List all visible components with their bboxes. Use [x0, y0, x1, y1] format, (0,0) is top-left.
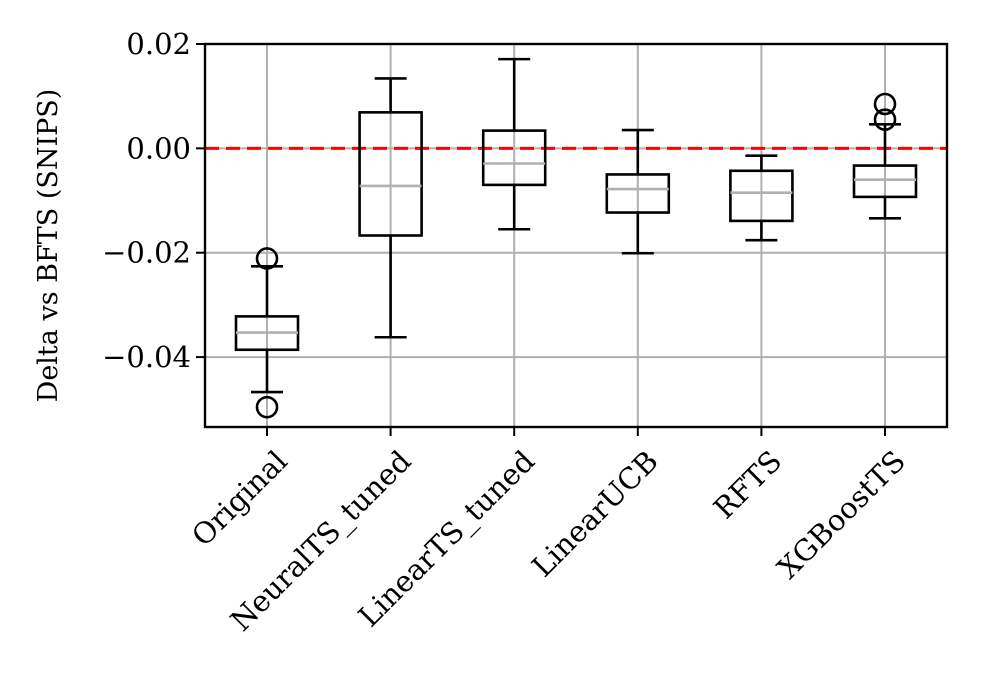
box-iqr — [852, 164, 918, 199]
y-axis-label: Delta vs BFTS (SNIPS) — [33, 89, 64, 403]
plot-frame — [203, 42, 949, 429]
x-axis-ticks: OriginalNeuralTS_tunedLinearTS_tunedLine… — [185, 427, 912, 638]
box-RFTS — [729, 154, 794, 242]
boxes — [234, 57, 918, 419]
outlier-point — [873, 108, 897, 131]
box-LinearUCB — [605, 128, 671, 255]
box-LinearTS_tuned — [481, 57, 547, 231]
x-tick-label: LinearUCB — [525, 444, 665, 584]
y-tick-label: 0.02 — [126, 27, 191, 61]
box-XGBoostTS — [852, 92, 918, 220]
box-Original — [234, 247, 300, 419]
box-iqr — [729, 169, 794, 223]
box-iqr — [481, 129, 547, 187]
x-tick-label: Original — [185, 444, 294, 553]
outlier-point — [873, 92, 897, 116]
box-iqr — [358, 111, 423, 237]
y-tick-label: 0.00 — [126, 131, 191, 165]
box-iqr — [605, 173, 671, 214]
y-tick-label: −0.04 — [102, 340, 191, 374]
y-axis-ticks: 0.02 0.00 −0.02 −0.04 — [102, 27, 205, 374]
box-NeuralTS_tuned — [358, 77, 423, 339]
outlier-point — [255, 395, 279, 419]
x-tick-label: XGBoostTS — [771, 444, 912, 585]
grid — [205, 43, 947, 427]
x-tick-label: RFTS — [707, 444, 788, 525]
y-tick-label: −0.02 — [102, 236, 191, 270]
outlier-point — [255, 247, 279, 270]
